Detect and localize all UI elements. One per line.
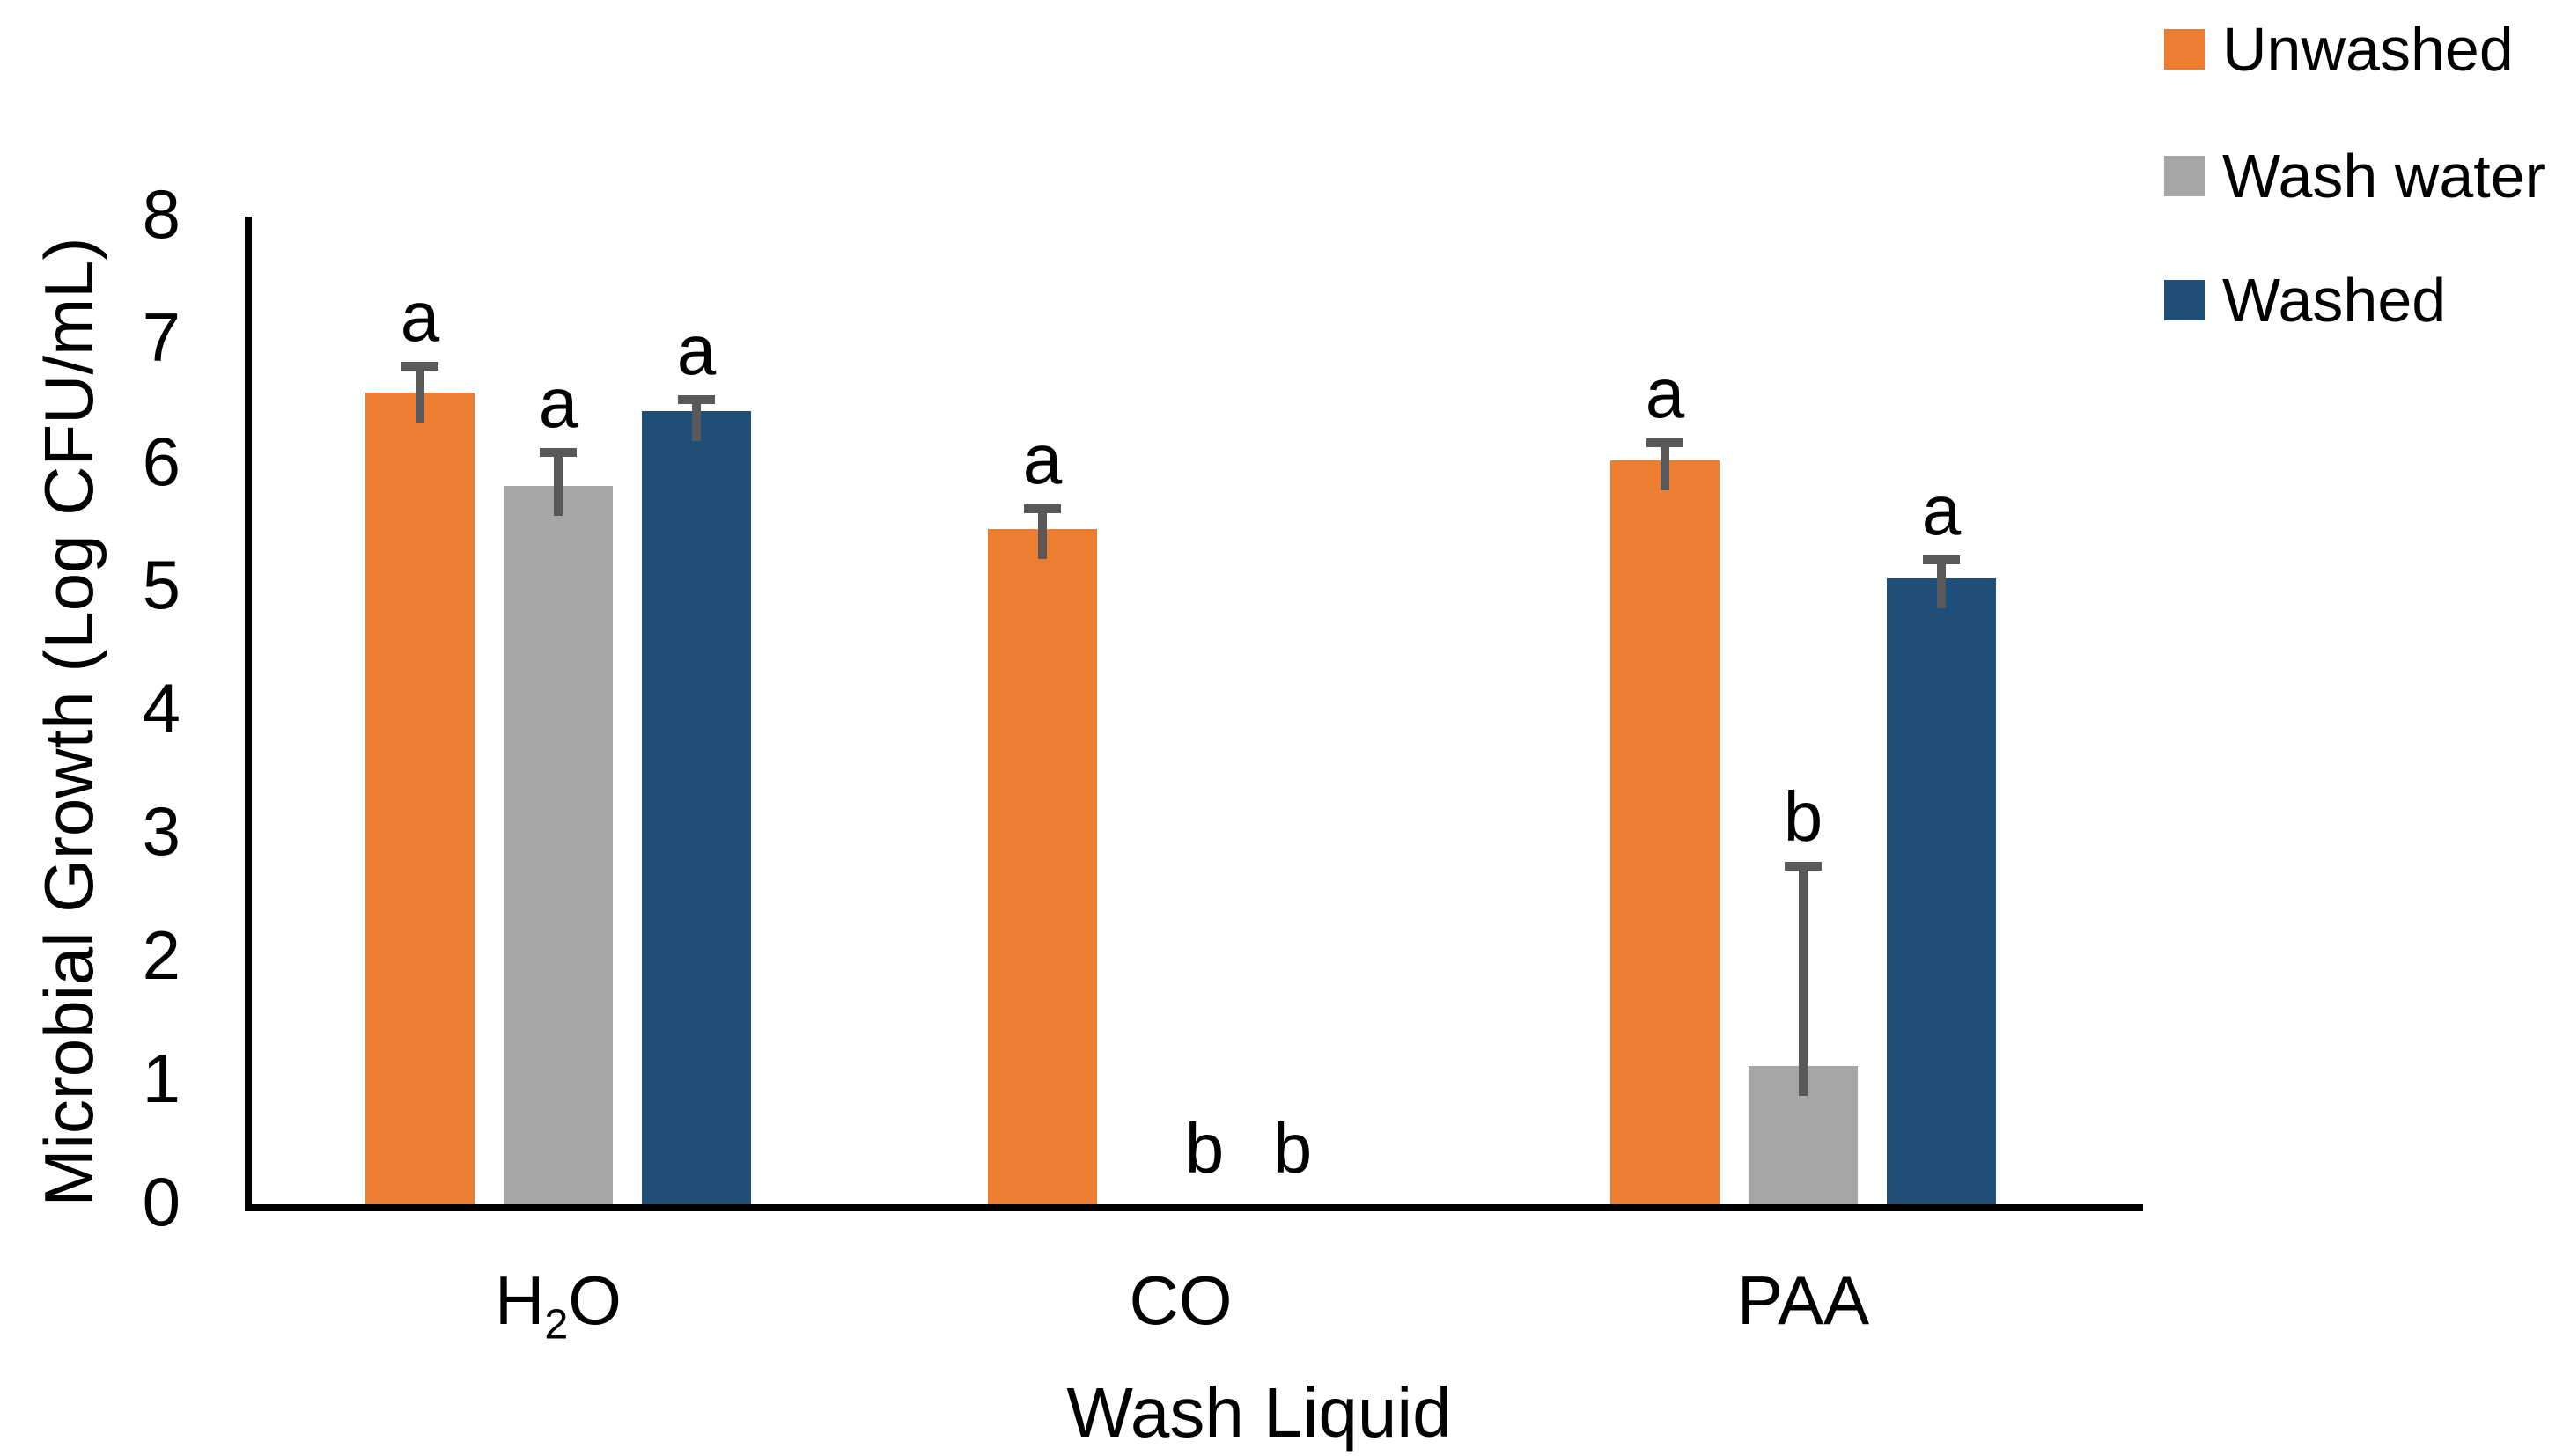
- error-bar-cap: [401, 362, 438, 371]
- significance-letter: a: [538, 364, 578, 443]
- y-tick-label-2: 2: [142, 916, 180, 994]
- bar-unwashed-3: [1610, 460, 1720, 1208]
- error-bar-stem: [416, 362, 424, 423]
- bar-unwashed-1: [365, 393, 475, 1208]
- significance-letter: b: [1272, 1109, 1313, 1188]
- bar-washed-3: [1887, 577, 1996, 1208]
- y-tick-label-3: 3: [142, 792, 180, 871]
- x-category-label-1: H2O: [495, 1261, 622, 1349]
- significance-letter: a: [1022, 419, 1063, 498]
- y-tick-label-5: 5: [142, 545, 180, 623]
- significance-letter: b: [1783, 777, 1823, 857]
- error-bar-cap: [678, 395, 715, 405]
- error-bar-cap: [1024, 504, 1061, 513]
- error-bar-cap: [1785, 862, 1822, 871]
- x-category-label-2: CO: [1129, 1261, 1233, 1339]
- error-bar-stem: [1937, 555, 1946, 608]
- significance-letter: a: [400, 277, 440, 357]
- legend-swatch: [2164, 156, 2205, 196]
- significance-letter: a: [676, 311, 717, 390]
- y-tick-label-1: 1: [142, 1039, 180, 1117]
- legend-item-unwashed: Unwashed: [2164, 18, 2514, 80]
- x-axis-line: [245, 1204, 2143, 1211]
- legend-item-wash-water: Wash water: [2164, 145, 2545, 207]
- y-tick-label-6: 6: [142, 422, 180, 500]
- legend-swatch: [2164, 29, 2205, 70]
- y-tick-label-8: 8: [142, 175, 180, 253]
- x-axis-title: Wash Liquid: [1066, 1373, 1452, 1452]
- y-tick-label-4: 4: [142, 669, 180, 746]
- legend-item-washed: Washed: [2164, 269, 2446, 331]
- y-tick-label-7: 7: [142, 298, 180, 377]
- error-bar-stem: [1038, 504, 1047, 559]
- x-category-label-3: PAA: [1736, 1261, 1870, 1339]
- error-bar-stem: [554, 448, 563, 516]
- error-bar-stem: [1661, 438, 1669, 491]
- legend-label: Washed: [2222, 266, 2447, 335]
- legend-label: Wash water: [2222, 142, 2545, 210]
- y-tick-label-0: 0: [142, 1163, 180, 1240]
- bar-unwashed-2: [988, 528, 1097, 1208]
- bar-washed-1: [642, 411, 751, 1208]
- legend-label: Unwashed: [2222, 15, 2514, 84]
- error-bar-stem: [692, 395, 701, 442]
- significance-letter: a: [1645, 354, 1685, 433]
- error-bar-stem: [1799, 862, 1808, 1096]
- y-axis-line: [245, 217, 252, 1211]
- error-bar-cap: [1923, 555, 1960, 565]
- bar-wash-water-1: [504, 485, 613, 1208]
- error-bar-cap: [540, 448, 577, 458]
- error-bar-cap: [1646, 438, 1683, 448]
- legend-swatch: [2164, 280, 2205, 320]
- significance-letter: b: [1184, 1109, 1225, 1188]
- significance-letter: a: [1921, 471, 1962, 550]
